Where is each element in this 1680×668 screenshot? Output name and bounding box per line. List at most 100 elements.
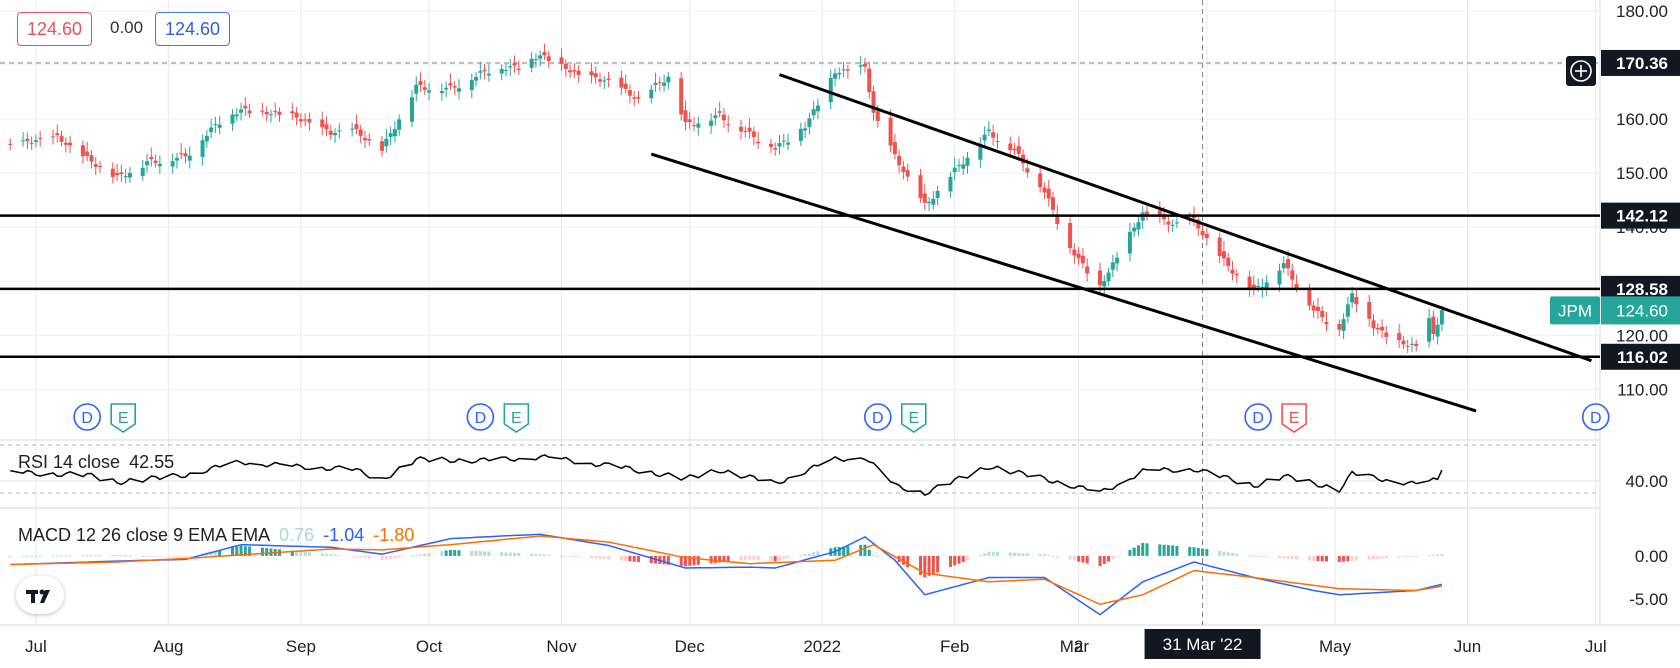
macd-histogram-bar <box>419 554 423 556</box>
macd-histogram-bar <box>1414 555 1418 557</box>
candle-body <box>1401 340 1406 345</box>
macd-histogram-bar <box>30 555 34 557</box>
macd-histogram-bar <box>260 547 264 556</box>
macd-histogram-bar <box>320 553 324 556</box>
macd-histogram-bar <box>380 555 384 561</box>
rsi-legend[interactable]: RSI 14 close 42.55 <box>18 452 178 473</box>
macd-histogram-bar <box>81 555 85 557</box>
macd-histogram-bar <box>299 551 303 556</box>
candle-body <box>897 155 902 166</box>
candle-body <box>871 91 876 113</box>
candle-body <box>1016 146 1021 154</box>
earnings-icon <box>1281 403 1307 433</box>
tradingview-logo-icon <box>26 589 50 603</box>
macd-legend[interactable]: MACD 12 26 close 9 EMA EMA 0.76 -1.04 -1… <box>18 525 418 546</box>
macd-histogram-bar <box>1342 555 1346 562</box>
macd-histogram-bar <box>1320 555 1324 562</box>
candle-body <box>1256 286 1261 288</box>
time-tick-label: 2 <box>1074 637 1083 656</box>
candle-body <box>213 124 218 126</box>
macd-histogram-bar <box>602 555 606 560</box>
macd-histogram-bar <box>1132 547 1136 556</box>
candle-body <box>264 111 269 115</box>
candle-body <box>63 142 68 145</box>
macd-histogram-bar <box>393 555 397 559</box>
macd-histogram-bar <box>1111 555 1115 560</box>
candle-body <box>204 135 209 142</box>
macd-histogram-bar <box>1324 555 1328 562</box>
macd-histogram-bar <box>722 555 726 563</box>
candle-body <box>414 84 419 94</box>
macd-histogram-bar <box>179 555 183 557</box>
macd-histogram-bar <box>547 554 551 556</box>
candle-body <box>503 70 508 72</box>
add-alert-button[interactable] <box>1566 56 1596 86</box>
macd-histogram-bar <box>1175 545 1179 556</box>
macd-histogram-bar <box>1051 555 1055 557</box>
macd-histogram-bar <box>265 548 269 556</box>
candle-body <box>1371 320 1376 329</box>
candle-body <box>905 170 910 177</box>
macd-histogram-bar <box>649 555 653 564</box>
candle-body <box>239 109 244 113</box>
candle-body <box>563 63 568 70</box>
candle-body <box>516 68 521 71</box>
candle-body <box>1085 266 1090 274</box>
macd-histogram-bar <box>94 555 98 557</box>
price-level-badge <box>1601 343 1680 370</box>
tradingview-logo[interactable] <box>16 576 64 614</box>
macd-histogram-bar <box>98 555 102 557</box>
candle-body <box>1127 231 1132 254</box>
last-price-badge <box>1601 296 1680 325</box>
macd-histogram-bar <box>440 551 444 556</box>
macd-histogram-bar <box>799 555 803 557</box>
candle-body <box>1264 282 1269 290</box>
candle-body <box>986 129 991 132</box>
candle-body <box>456 88 461 92</box>
macd-histogram-bar <box>863 544 867 556</box>
candle-body <box>1294 283 1299 289</box>
candle-body <box>589 71 594 76</box>
candle-body <box>696 123 701 128</box>
macd-histogram-bar <box>325 553 329 556</box>
macd-histogram-bar <box>683 555 687 567</box>
candle-body <box>978 143 983 160</box>
candle-body <box>119 172 124 175</box>
candle-body <box>692 125 697 127</box>
candle-body <box>33 140 38 142</box>
ohlc-open-value: 124.60 <box>17 12 93 46</box>
ohlc-change-value: 0.00 <box>110 18 144 37</box>
macd-histogram-bar <box>1136 545 1140 556</box>
candle-body <box>1405 345 1410 347</box>
macd-histogram-bar <box>85 555 89 557</box>
candle-body <box>1055 214 1060 224</box>
macd-histogram-bar <box>1021 553 1025 556</box>
candle-body <box>1290 270 1295 280</box>
price-tick-label: 110.00 <box>1617 380 1668 399</box>
time-tick-label: Jul <box>25 637 47 656</box>
macd-histogram-bar <box>307 552 311 556</box>
time-tick-label: May <box>1319 637 1352 656</box>
macd-histogram-bar <box>457 550 461 556</box>
candle-body <box>1076 253 1081 259</box>
candle-body <box>721 114 726 121</box>
price-tick-label: 160.00 <box>1616 110 1668 129</box>
macd-histogram-bar <box>636 555 640 563</box>
candle-body <box>956 165 961 167</box>
candle-body <box>1008 143 1013 151</box>
macd-histogram-bar <box>893 555 897 560</box>
macd-histogram-bar <box>500 552 504 556</box>
candle-body <box>666 76 671 83</box>
trend-drawings[interactable] <box>0 73 1600 413</box>
earnings-icon <box>900 403 927 433</box>
candle-body <box>1439 310 1444 325</box>
candle-body <box>1337 324 1342 330</box>
candle-body <box>1397 332 1402 341</box>
price-level-label: 142.12 <box>1616 207 1668 226</box>
macd-histogram-bar <box>692 555 696 566</box>
candle-body <box>833 73 838 79</box>
macd-histogram-bar <box>487 551 491 556</box>
candle-body <box>888 117 893 146</box>
